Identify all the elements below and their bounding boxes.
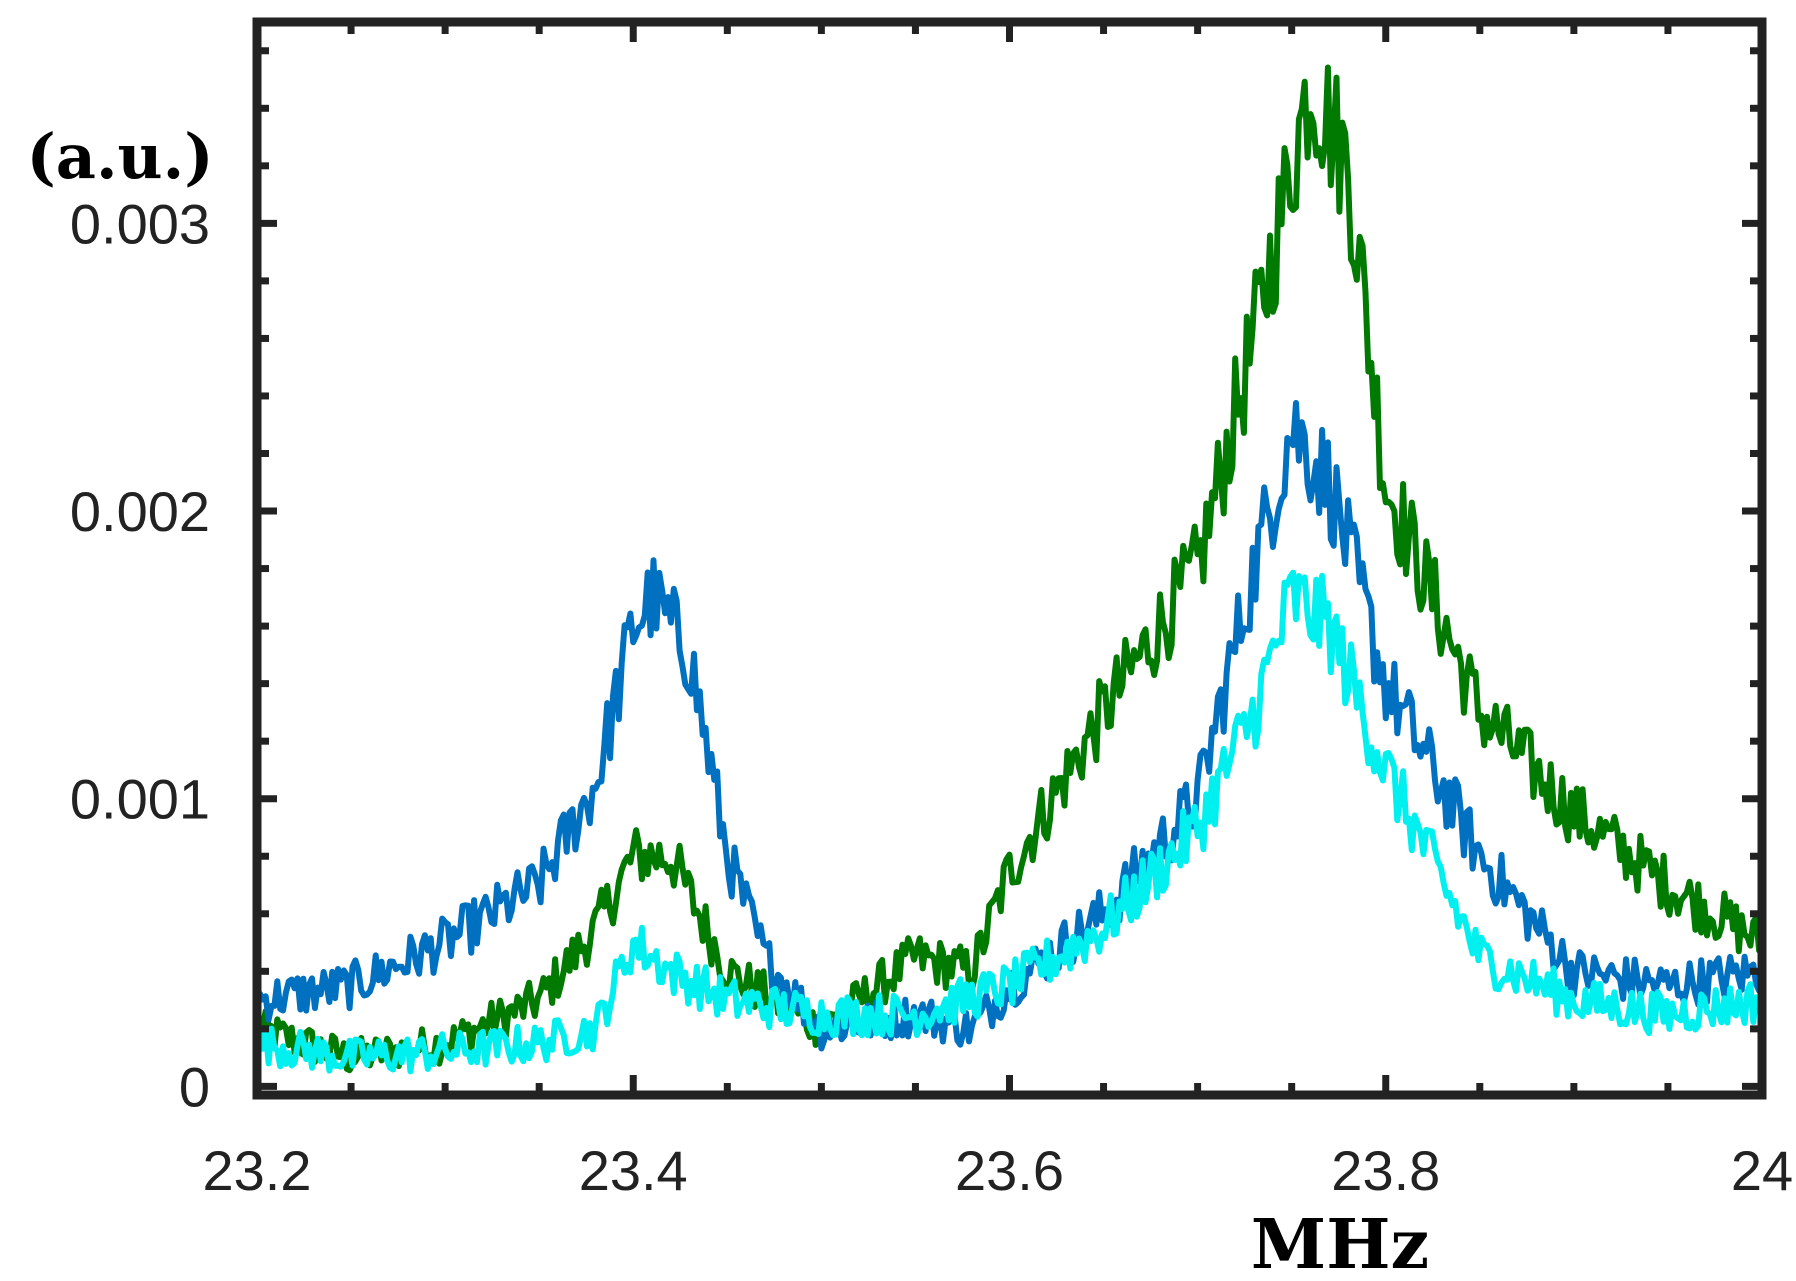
- y-tick-label: 0.003: [70, 192, 210, 255]
- x-tick-label: 24: [1731, 1139, 1793, 1202]
- y-tick-label: 0.001: [70, 768, 210, 831]
- y-axis-label: (a.u.): [26, 120, 213, 193]
- series-1: [254, 64, 1765, 1074]
- x-axis-label: MHz: [1251, 1205, 1429, 1281]
- plot-frame: [252, 17, 1767, 1100]
- y-tick-label: 0: [179, 1055, 210, 1118]
- series-3-line: [254, 569, 1765, 1075]
- x-tick-label: 23.6: [955, 1139, 1064, 1202]
- x-tick-label: 23.4: [579, 1139, 688, 1202]
- series-1-line: [254, 64, 1765, 1074]
- series-3: [254, 569, 1765, 1075]
- series-layer: [254, 64, 1765, 1075]
- labels-layer: 23.2 23.4 23.6 23.8 24 0 0.001 0.002 0.003: [70, 192, 1793, 1202]
- x-tick-label: 23.8: [1331, 1139, 1440, 1202]
- y-tick-label: 0.002: [70, 480, 210, 543]
- x-tick-label: 23.2: [203, 1139, 312, 1202]
